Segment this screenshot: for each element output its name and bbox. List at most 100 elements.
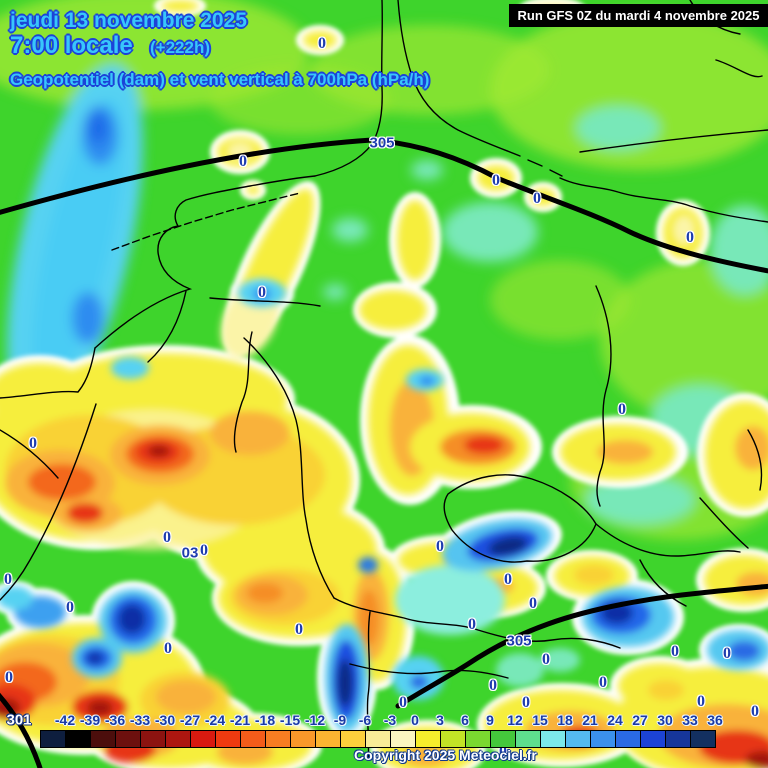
colorbar-tick: 21 bbox=[582, 712, 598, 728]
colorbar-cell bbox=[490, 730, 516, 748]
colorbar-tick: 15 bbox=[532, 712, 548, 728]
colorbar-cell bbox=[315, 730, 341, 748]
colorbar-tick: 9 bbox=[486, 712, 494, 728]
zero-contour-label: 0 bbox=[66, 599, 74, 616]
geopotential-label: 03 bbox=[181, 544, 199, 562]
colorbar-tick: -33 bbox=[129, 712, 151, 728]
geopotential-label: 305 bbox=[506, 632, 532, 650]
colorbar-cell bbox=[40, 730, 66, 748]
zero-contour-label: 0 bbox=[318, 35, 326, 52]
zero-contour-label: 0 bbox=[5, 669, 13, 686]
zero-contour-label: 0 bbox=[258, 284, 266, 301]
colorbar-tick: 24 bbox=[607, 712, 623, 728]
colorbar-cell bbox=[115, 730, 141, 748]
colorbar-cell bbox=[90, 730, 116, 748]
colorbar-tick: 33 bbox=[682, 712, 698, 728]
zero-contour-label: 0 bbox=[533, 190, 541, 207]
zero-contour-label: 0 bbox=[492, 172, 500, 189]
zero-contour-label: 0 bbox=[751, 703, 759, 720]
colorbar-tick: -12 bbox=[304, 712, 326, 728]
zero-contour-label: 0 bbox=[4, 571, 12, 588]
geopotential-contours bbox=[0, 137, 768, 768]
colorbar-cell bbox=[390, 730, 416, 748]
zero-contour-label: 0 bbox=[239, 153, 247, 170]
zero-contour-label: 0 bbox=[163, 529, 171, 546]
colorbar-cell bbox=[65, 730, 91, 748]
zero-contour-label: 0 bbox=[499, 743, 507, 760]
contour-305-south bbox=[395, 583, 768, 709]
zero-contour-label: 0 bbox=[468, 616, 476, 633]
zero-contour-label: 0 bbox=[599, 674, 607, 691]
contour-301 bbox=[0, 692, 43, 768]
colorbar-tick: -42 bbox=[54, 712, 76, 728]
zero-contour-label: 0 bbox=[723, 645, 731, 662]
colorbar-cell bbox=[690, 730, 716, 748]
zero-contour-label: 0 bbox=[504, 571, 512, 588]
run-info-box: Run GFS 0Z du mardi 4 novembre 2025 bbox=[509, 4, 768, 27]
geopotential-label: 305 bbox=[369, 134, 395, 152]
contour-305-north bbox=[0, 137, 768, 274]
zero-contour-label: 0 bbox=[618, 401, 626, 418]
colorbar-tick: -21 bbox=[229, 712, 251, 728]
zero-contour-label: 0 bbox=[200, 542, 208, 559]
colorbar-cell bbox=[515, 730, 541, 748]
colorbar-tick: 27 bbox=[632, 712, 648, 728]
colorbar-tick: -9 bbox=[333, 712, 347, 728]
colorbar-cell bbox=[590, 730, 616, 748]
zero-contour-label: 0 bbox=[529, 595, 537, 612]
positive-velocity-regions bbox=[0, 279, 768, 732]
colorbar-cell bbox=[140, 730, 166, 748]
run-info-label: Run GFS 0Z du mardi 4 novembre 2025 bbox=[517, 8, 760, 23]
colorbar-tick: -27 bbox=[179, 712, 201, 728]
colorbar-tick: 36 bbox=[707, 712, 723, 728]
zero-contour-label: 0 bbox=[671, 643, 679, 660]
colorbar-cell bbox=[190, 730, 216, 748]
colorbar-cell bbox=[615, 730, 641, 748]
colorbar-tick: -30 bbox=[154, 712, 176, 728]
colorbar-cell bbox=[465, 730, 491, 748]
colorbar-tick: -39 bbox=[79, 712, 101, 728]
date-label: jeudi 13 novembre 2025 bbox=[10, 9, 247, 32]
geopotential-label: 301 bbox=[6, 711, 32, 729]
colorbar-cell bbox=[165, 730, 191, 748]
colorbar-cell bbox=[240, 730, 266, 748]
colorbar-cell bbox=[640, 730, 666, 748]
colorbar-cell bbox=[365, 730, 391, 748]
zero-contour-label: 0 bbox=[399, 694, 407, 711]
colorbar-tick: -15 bbox=[279, 712, 301, 728]
colorbar-cell bbox=[265, 730, 291, 748]
colorbar-tick: -36 bbox=[104, 712, 126, 728]
colorbar-tick: -6 bbox=[358, 712, 372, 728]
colorbar-cell bbox=[340, 730, 366, 748]
colorbar-tick: 12 bbox=[507, 712, 523, 728]
colorbar-tick: -3 bbox=[383, 712, 397, 728]
zero-contour-label: 0 bbox=[542, 651, 550, 668]
zero-contour-label: 0 bbox=[489, 677, 497, 694]
zero-contour-label: 0 bbox=[697, 693, 705, 710]
local-time-label: 7:00 locale bbox=[10, 32, 133, 59]
colorbar-tick: -24 bbox=[204, 712, 226, 728]
zero-contour-label: 0 bbox=[436, 538, 444, 555]
colorbar-tick: 0 bbox=[411, 712, 419, 728]
copyright-label: Copyright 2025 Meteociel.fr bbox=[354, 747, 537, 763]
parameter-title: Geopotentiel (dam) et vent vertical à 70… bbox=[10, 70, 430, 89]
colorbar-tick: 3 bbox=[436, 712, 444, 728]
colorbar-cell bbox=[665, 730, 691, 748]
zero-contour-label: 0 bbox=[295, 621, 303, 638]
colorbar-cell bbox=[290, 730, 316, 748]
colorbar-cell bbox=[540, 730, 566, 748]
colorbar-tick: 6 bbox=[461, 712, 469, 728]
colorbar-cell bbox=[440, 730, 466, 748]
zero-contour-label: 0 bbox=[522, 694, 530, 711]
zero-contour-label: 0 bbox=[164, 640, 172, 657]
colorbar-cell bbox=[415, 730, 441, 748]
zero-contour-label: 0 bbox=[29, 435, 37, 452]
colorbar-tick: 18 bbox=[557, 712, 573, 728]
map-green-shading bbox=[0, 0, 768, 540]
colorbar-tick: -18 bbox=[254, 712, 276, 728]
colorbar-cell bbox=[565, 730, 591, 748]
colorbar-tick: 30 bbox=[657, 712, 673, 728]
zero-contour-label: 0 bbox=[686, 229, 694, 246]
